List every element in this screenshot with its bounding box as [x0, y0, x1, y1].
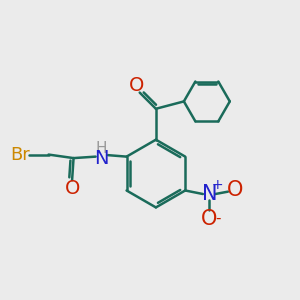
Text: N: N: [202, 184, 217, 204]
Text: H: H: [96, 141, 107, 156]
Text: +: +: [212, 178, 224, 192]
Text: -: -: [215, 210, 220, 225]
Text: N: N: [94, 148, 109, 168]
Text: O: O: [64, 179, 80, 198]
Text: Br: Br: [10, 146, 30, 164]
Text: O: O: [129, 76, 144, 95]
Text: O: O: [201, 209, 218, 229]
Text: O: O: [227, 180, 244, 200]
